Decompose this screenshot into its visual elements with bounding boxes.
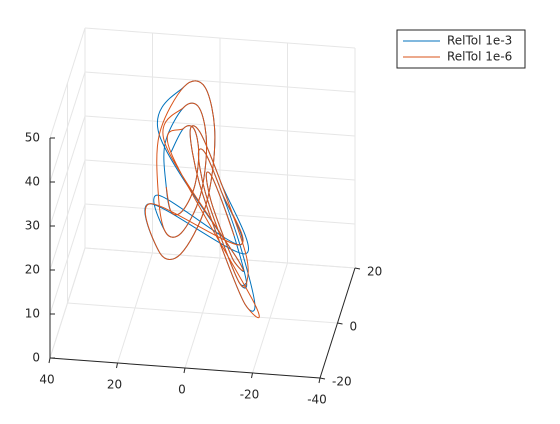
grid-line	[252, 262, 288, 374]
grid-line	[84, 115, 356, 137]
grid-line	[84, 247, 356, 269]
grid-line	[117, 252, 153, 364]
y-tick-label: -40	[307, 393, 327, 407]
x-tick-label: 20	[367, 265, 382, 279]
legend: RelTol 1e-3 RelTol 1e-6	[396, 29, 526, 69]
z-tick-label: 20	[25, 263, 40, 277]
grid-line	[49, 159, 86, 271]
y-tick-label: 40	[39, 373, 54, 387]
y-tick-label: 20	[107, 378, 122, 392]
z-tick-label: 50	[25, 131, 40, 145]
tick-mark	[337, 322, 343, 325]
z-tick-label: 10	[25, 307, 40, 321]
tick-mark	[183, 367, 186, 374]
tick-mark	[354, 267, 361, 270]
tick-mark	[319, 377, 326, 380]
grid-line	[49, 27, 86, 139]
y-tick-label: -20	[240, 388, 260, 402]
grid-line	[49, 115, 86, 227]
grid-line	[49, 203, 86, 315]
grid-line	[184, 257, 221, 369]
grid-line	[84, 159, 356, 181]
tick-mark	[116, 362, 118, 369]
z-tick-label: 40	[25, 175, 40, 189]
axes: -40 -20 0 20 40 -20 0 20 0 10 20 30 40 50	[25, 131, 383, 407]
z-tick-label: 0	[32, 351, 40, 365]
grid-line	[49, 247, 86, 359]
legend-label: RelTol 1e-6	[447, 50, 512, 64]
tick-mark	[318, 377, 321, 384]
x-tick-label: 0	[350, 320, 358, 334]
grid	[49, 27, 356, 379]
grid-line	[84, 27, 356, 49]
grid-line	[49, 71, 86, 183]
grid-line	[84, 71, 356, 93]
series-line	[144, 80, 260, 319]
legend-label: RelTol 1e-3	[447, 34, 512, 48]
y-tick-label: 0	[178, 383, 186, 397]
z-tick-label: 30	[25, 219, 40, 233]
grid-line	[84, 203, 356, 225]
legend-box	[396, 29, 526, 69]
x-tick-label: -20	[332, 375, 352, 389]
tick-mark	[48, 357, 51, 364]
tick-mark	[251, 372, 253, 379]
